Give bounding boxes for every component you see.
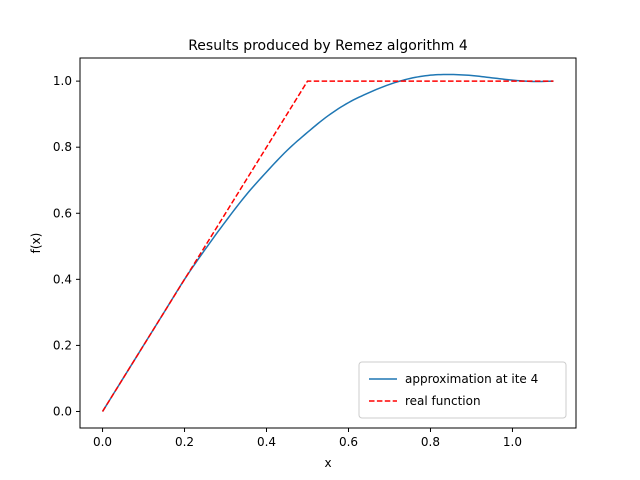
legend-box	[358, 361, 567, 419]
y-tick-label: 0.6	[53, 206, 72, 220]
y-tick-label: 0.0	[53, 404, 72, 418]
x-ticks: 0.0 0.2 0.4 0.6 0.8 1.0	[93, 428, 522, 449]
y-tick-label: 0.2	[53, 338, 72, 352]
x-axis-label: x	[324, 456, 331, 470]
legend-label: real function	[405, 394, 481, 408]
legend: approximation at ite 4 real function	[358, 361, 567, 419]
y-tick-label: 1.0	[53, 74, 72, 88]
real-function-line	[101, 80, 554, 412]
y-axis-label: f(x)	[29, 233, 43, 254]
x-tick-label: 1.0	[503, 435, 522, 449]
chart-title: Results produced by Remez algorithm 4	[188, 38, 468, 54]
x-tick-label: 0.8	[421, 435, 440, 449]
x-tick-label: 0.6	[339, 435, 358, 449]
y-tick-label: 0.4	[53, 272, 72, 286]
x-tick-label: 0.4	[257, 435, 276, 449]
y-tick-label: 0.8	[53, 140, 72, 154]
y-ticks: 0.0 0.2 0.4 0.6 0.8 1.0	[53, 74, 80, 418]
legend-label: approximation at ite 4	[405, 372, 538, 386]
series-layer	[101, 73, 554, 412]
x-tick-label: 0.2	[175, 435, 194, 449]
plot-frame	[79, 57, 577, 429]
x-tick-label: 0.0	[93, 435, 112, 449]
